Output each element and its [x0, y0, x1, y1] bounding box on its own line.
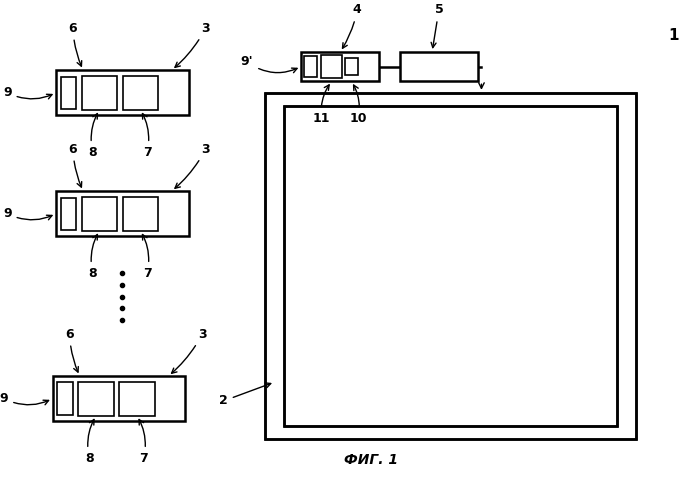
Text: 2: 2: [219, 383, 271, 408]
Text: 4: 4: [343, 3, 361, 48]
Text: 3: 3: [175, 142, 210, 188]
Bar: [284, 106, 617, 426]
Text: ФИГ. 1: ФИГ. 1: [344, 453, 398, 467]
Text: 8: 8: [85, 419, 94, 465]
Bar: [57, 383, 73, 415]
Text: 9: 9: [0, 392, 49, 405]
Bar: [52, 376, 185, 421]
Bar: [82, 197, 117, 231]
Bar: [266, 93, 636, 106]
Bar: [122, 197, 158, 231]
Bar: [617, 93, 636, 439]
Bar: [301, 52, 380, 81]
Bar: [266, 93, 636, 439]
Bar: [266, 93, 284, 439]
Text: 6: 6: [69, 22, 82, 66]
Text: 8: 8: [88, 114, 97, 159]
Bar: [82, 76, 117, 110]
Text: 9: 9: [3, 207, 52, 220]
Text: 3: 3: [171, 327, 207, 373]
Bar: [122, 76, 158, 110]
Text: 7: 7: [143, 234, 152, 280]
Bar: [345, 58, 358, 75]
Bar: [61, 77, 76, 109]
Text: 6: 6: [65, 327, 78, 372]
Bar: [61, 198, 76, 230]
Bar: [322, 55, 342, 78]
Text: 1: 1: [668, 28, 679, 43]
Text: 9: 9: [3, 86, 52, 99]
Bar: [78, 382, 114, 416]
Text: 6: 6: [69, 142, 82, 187]
Bar: [284, 106, 617, 426]
Text: 3: 3: [175, 22, 210, 67]
Bar: [56, 70, 189, 115]
Bar: [56, 191, 189, 236]
Text: 5: 5: [431, 3, 443, 48]
Bar: [400, 52, 478, 81]
Text: 10: 10: [350, 85, 367, 125]
Text: 8: 8: [88, 234, 97, 280]
Bar: [266, 93, 636, 439]
Bar: [305, 56, 317, 77]
Text: 11: 11: [312, 85, 330, 125]
Text: 9': 9': [240, 56, 297, 72]
Bar: [120, 382, 154, 416]
Text: 7: 7: [139, 419, 148, 465]
Text: 7: 7: [143, 114, 152, 159]
